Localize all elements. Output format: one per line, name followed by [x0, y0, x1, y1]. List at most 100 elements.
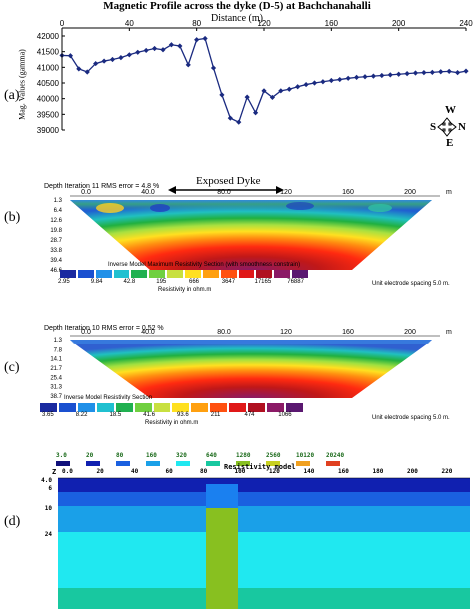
section-depth-tick: 28.7	[50, 238, 62, 244]
section-depth-tick: 21.7	[50, 366, 62, 372]
model-x-tick: 20	[96, 468, 104, 475]
color-scale-swatch	[229, 403, 247, 412]
section-x-tick: 80.0	[217, 329, 231, 336]
data-point	[101, 58, 107, 64]
section-depth-tick: 38.7	[50, 394, 62, 400]
resistivity-model: 4.06 10 24	[41, 477, 470, 609]
section-c-title: Inverse Model Resistivity Section	[64, 395, 153, 401]
model-label: Resistivity model	[224, 463, 296, 471]
data-point	[429, 69, 435, 75]
section-x-tick: 200	[404, 329, 416, 336]
data-point	[295, 84, 301, 90]
color-scale-swatch	[267, 403, 284, 412]
model-legend-swatch	[56, 461, 70, 466]
model-depth-tick: 24	[45, 531, 53, 538]
color-scale-swatch	[134, 403, 152, 412]
data-point	[67, 53, 74, 59]
model-x-tick: 200	[407, 468, 418, 475]
data-point	[168, 42, 175, 48]
data-point	[244, 94, 250, 100]
color-scale-swatch	[77, 270, 94, 278]
data-point	[219, 92, 225, 98]
model-x-tick: 140	[303, 468, 315, 475]
data-point	[286, 86, 292, 92]
max-resistivity-section: 0.0 40.0 80.0 120 160 200 m 1.3 6.4 12.6 19.8 28.7…	[50, 189, 452, 274]
color-scale-swatch	[292, 270, 309, 278]
color-scale-value: 8.22	[75, 412, 88, 418]
data-point	[269, 94, 276, 101]
resistivity-section: 0.0 40.0 80.0 120 160 200 m 1.3 7.8 14.1 21.7 25.4…	[50, 329, 452, 400]
model-x-tick: 40	[131, 468, 139, 475]
section-depth-tick: 39.4	[50, 258, 62, 264]
model-legend-swatch	[266, 461, 280, 466]
data-point	[370, 73, 377, 79]
color-scale-swatch	[115, 403, 133, 412]
compass-south-label: S	[430, 121, 437, 133]
color-scale-swatch	[238, 270, 255, 278]
section-depth-tick: 6.4	[54, 208, 63, 214]
color-scale-value: 18.5	[109, 412, 122, 418]
section-x-tick: 160	[342, 189, 354, 196]
section-x-tick: 120	[280, 189, 292, 196]
color-scale-swatch	[210, 403, 228, 412]
color-scale-swatch	[40, 403, 57, 412]
data-point	[93, 60, 99, 67]
data-point	[362, 74, 368, 80]
data-point	[185, 62, 191, 68]
color-scale-value: 3.65	[42, 412, 54, 418]
model-legend-value: 160	[146, 452, 157, 459]
model-layer-5	[58, 588, 470, 609]
model-layer-2	[58, 492, 470, 506]
model-x-tick: 180	[372, 468, 384, 475]
compass-east-label: E	[446, 137, 454, 149]
data-point	[320, 79, 326, 85]
data-point	[421, 70, 427, 76]
data-point	[202, 35, 208, 42]
model-legend-value: 320	[176, 452, 187, 459]
data-point	[328, 77, 334, 84]
color-scale-value: 9.84	[90, 279, 103, 285]
section-b-scale-label: Resistivity in ohm.m	[158, 287, 212, 293]
color-scale-swatch	[285, 403, 303, 412]
y-tick-label: 40500	[37, 79, 60, 88]
section-depth-tick: 46.6	[50, 268, 62, 274]
model-legend-swatch	[206, 461, 220, 466]
color-scale-value: 17165	[254, 279, 272, 285]
section-c-header: Depth Iteration 10 RMS error = 0.52 %	[44, 325, 164, 332]
color-scale-value: 93.6	[177, 412, 189, 418]
data-point	[177, 43, 183, 49]
model-legend-swatch	[86, 461, 100, 466]
color-scale-swatch	[60, 270, 76, 278]
model-legend-values: 3.0 20 80 160 320 640 1280 2560 10120 20240	[56, 452, 356, 461]
model-x-tick: 160	[338, 468, 349, 475]
data-point	[126, 52, 132, 58]
section-x-tick: 80.0	[217, 189, 231, 196]
x-tick-label: 120	[257, 19, 271, 28]
section-depth-tick: 14.1	[50, 357, 62, 363]
section-x-tick: 0.0	[81, 329, 91, 336]
model-dyke-body	[206, 508, 238, 609]
section-c-scale-label: Resistivity in ohm.m	[145, 420, 199, 426]
data-point	[210, 65, 217, 71]
color-scale-value: 211	[210, 412, 221, 418]
x-tick-label: 0	[60, 19, 65, 28]
data-point	[345, 75, 351, 81]
color-scale-swatch	[172, 403, 190, 412]
data-point	[261, 88, 267, 94]
model-layer-4	[58, 532, 470, 588]
data-point	[454, 70, 461, 76]
model-x-tick: 100	[234, 468, 246, 475]
section-depth-tick: 25.4	[50, 375, 62, 381]
model-depth-tick: 10	[45, 505, 53, 512]
model-legend-value: 2560	[266, 452, 281, 459]
color-scale-value: 41.6	[143, 412, 155, 418]
model-dyke-top	[206, 484, 238, 508]
color-scale-swatch	[95, 270, 112, 278]
data-point	[143, 47, 149, 54]
section-x-tick: 160	[342, 329, 354, 336]
color-scale-c	[40, 403, 305, 412]
model-legend-swatch	[326, 461, 340, 466]
data-point	[311, 80, 318, 86]
data-point	[84, 69, 90, 75]
model-legend-swatch	[146, 461, 160, 466]
